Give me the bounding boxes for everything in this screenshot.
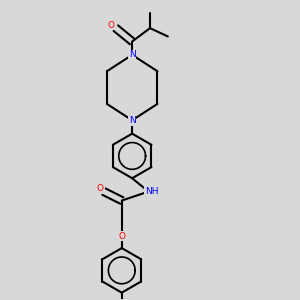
Text: O: O (108, 21, 115, 30)
Text: N: N (129, 116, 136, 125)
Text: NH: NH (145, 187, 158, 196)
Text: O: O (118, 232, 125, 241)
Text: N: N (129, 50, 136, 59)
Text: O: O (97, 184, 104, 193)
